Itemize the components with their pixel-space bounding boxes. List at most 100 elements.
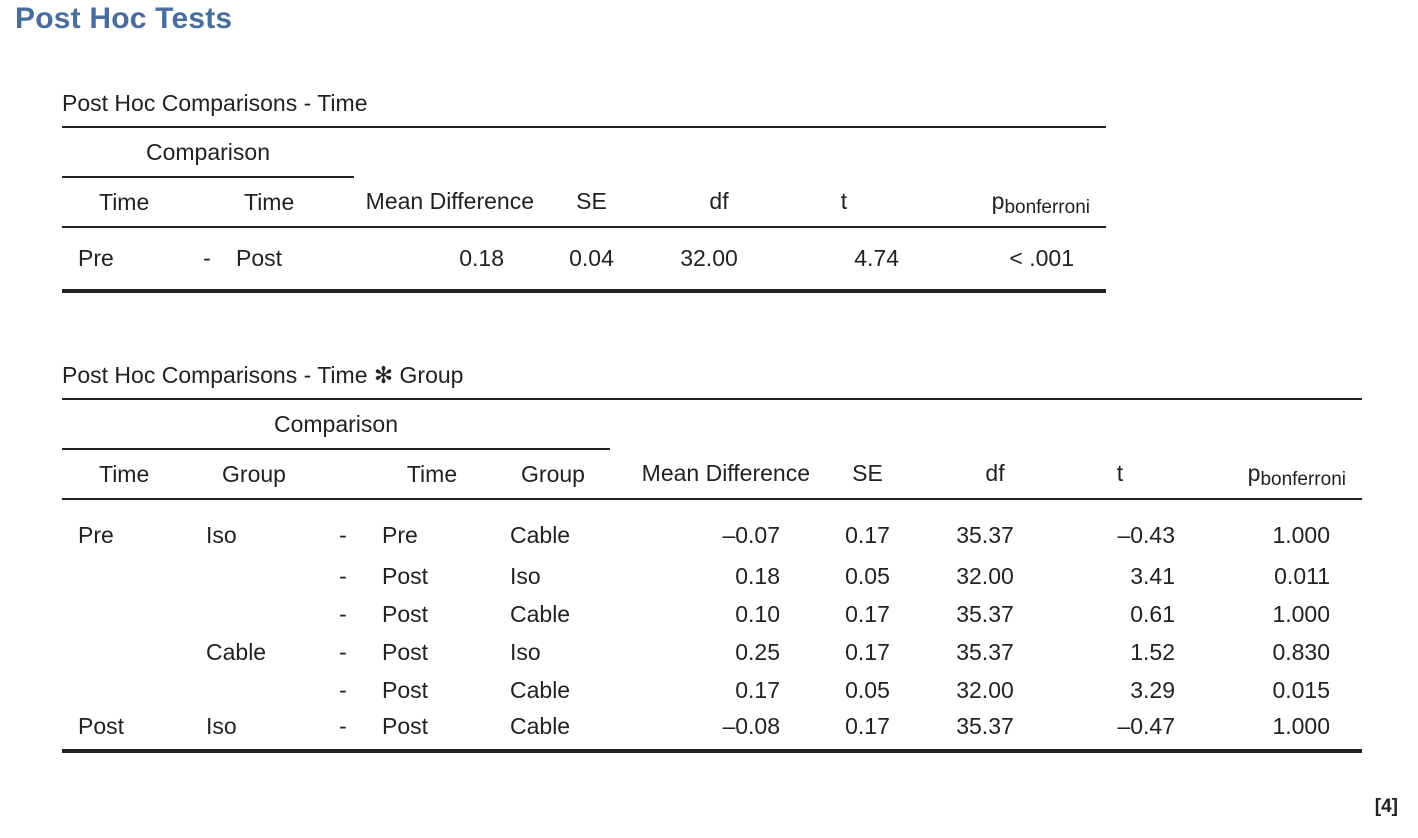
cell-time-b: Post <box>382 712 429 739</box>
comparison-header: Comparison <box>62 127 354 178</box>
cell-df: 35.37 <box>956 522 1014 548</box>
table-row: - Post Cable 0.17 0.05 32.00 3.29 0.015 <box>62 671 1362 709</box>
table-row: Cable - Post Iso 0.25 0.17 35.37 1.52 0.830 <box>62 633 1362 671</box>
column-header-df: df <box>985 460 1005 486</box>
column-header-t: t <box>1116 460 1124 486</box>
cell-se: 0.17 <box>845 522 890 548</box>
cell-group-b: Cable <box>510 600 571 627</box>
cell-group-a <box>190 557 318 595</box>
table-row: - Post Cable 0.10 0.17 35.37 0.61 1.000 <box>62 595 1362 633</box>
cell-mean-difference: 0.25 <box>735 638 780 665</box>
column-header-time-a: Time <box>99 188 150 215</box>
column-header-time-b: Time <box>406 460 458 487</box>
table-row: Pre Iso - Pre Cable –0.07 0.17 35.37 –0.43 1.000 <box>62 499 1362 557</box>
cell-group-b: Cable <box>510 522 571 548</box>
cell-mean-difference: 0.17 <box>735 676 780 703</box>
table-row: - Post Iso 0.18 0.05 32.00 3.41 0.011 <box>62 557 1362 595</box>
cell-p-bonferroni: 0.011 <box>1274 562 1330 589</box>
cell-time-a: Pre <box>78 245 114 271</box>
cell-group-a: Iso <box>206 712 237 739</box>
cell-p-bonferroni: < .001 <box>1009 245 1074 271</box>
cell-mean-difference: 0.18 <box>459 245 504 271</box>
cell-se: 0.17 <box>845 600 890 627</box>
page-title: Post Hoc Tests <box>15 2 233 35</box>
cell-t: –0.43 <box>1117 522 1175 548</box>
cell-time-b: Post <box>382 638 429 665</box>
cell-se: 0.17 <box>845 638 890 665</box>
cell-se: 0.05 <box>845 562 890 589</box>
cell-time-b: Post <box>382 562 429 589</box>
cell-t: –0.47 <box>1117 712 1175 739</box>
cell-p-bonferroni: 0.830 <box>1272 638 1330 665</box>
cell-se: 0.05 <box>845 676 890 703</box>
column-header-se: SE <box>576 188 607 214</box>
cell-time-b: Post <box>382 676 429 703</box>
column-header-group-b: Group <box>521 460 585 487</box>
cell-df: 35.37 <box>956 712 1014 739</box>
cell-separator: - <box>203 245 211 271</box>
column-header-mean-difference: Mean Difference <box>365 188 534 214</box>
column-header-mean-difference: Mean Difference <box>641 460 810 486</box>
column-header-df: df <box>709 188 729 214</box>
table-caption: Post Hoc Comparisons - Time <box>62 90 368 116</box>
cell-group-a <box>190 595 318 633</box>
cell-group-b: Cable <box>510 676 571 703</box>
column-header-p-bonferroni: pbonferroni <box>991 188 1090 218</box>
cell-group-a <box>190 671 318 709</box>
cell-time-a: Pre <box>78 522 114 548</box>
cell-time-a <box>62 633 190 671</box>
table-caption: Post Hoc Comparisons - Time ✻ Group <box>62 362 464 388</box>
cell-df: 32.00 <box>956 676 1014 703</box>
cell-t: 4.74 <box>854 245 899 271</box>
cell-time-a: Post <box>78 712 125 739</box>
cell-df: 35.37 <box>956 600 1014 627</box>
cell-group-b: Cable <box>510 712 571 739</box>
cell-time-a <box>62 557 190 595</box>
column-header-time-b: Time <box>244 188 295 215</box>
cell-group-b: Iso <box>510 638 541 665</box>
cell-group-b: Iso <box>510 562 541 589</box>
posthoc-time-group-table-block: Post Hoc Comparisons - Time ✻ Group Comp… <box>62 362 1362 753</box>
cell-t: 1.52 <box>1130 638 1175 665</box>
cell-group-a: Cable <box>206 638 267 665</box>
column-header-time-a: Time <box>99 460 150 487</box>
cell-separator: - <box>339 712 347 739</box>
cell-separator: - <box>339 600 347 627</box>
comparison-header: Comparison <box>62 399 610 450</box>
cell-df: 35.37 <box>956 638 1014 665</box>
cell-df: 32.00 <box>680 245 738 271</box>
cell-time-b: Post <box>236 245 283 271</box>
cell-p-bonferroni: 1.000 <box>1272 600 1330 627</box>
cell-mean-difference: –0.08 <box>722 712 780 739</box>
cell-se: 0.04 <box>569 245 614 271</box>
cell-time-b: Post <box>382 600 429 627</box>
cell-t: 3.41 <box>1130 562 1175 589</box>
cell-p-bonferroni: 1.000 <box>1272 522 1330 548</box>
cell-p-bonferroni: 1.000 <box>1272 712 1330 739</box>
posthoc-time-table-block: Post Hoc Comparisons - Time Comparison T… <box>62 90 1106 293</box>
footnote-tag: [4] <box>1374 796 1398 817</box>
cell-p-bonferroni: 0.015 <box>1272 676 1330 703</box>
cell-mean-difference: 0.18 <box>735 562 780 589</box>
table-row: Pre - Post 0.18 0.04 32.00 4.74 < .001 <box>62 227 1106 291</box>
table-row: Post Iso - Post Cable –0.08 0.17 35.37 –0.47 1.00… <box>62 709 1362 751</box>
column-header-group-a: Group <box>222 460 286 487</box>
cell-time-a <box>62 595 190 633</box>
cell-mean-difference: –0.07 <box>722 522 780 548</box>
cell-separator: - <box>339 562 347 589</box>
column-header-se: SE <box>852 460 883 486</box>
cell-group-a: Iso <box>206 522 237 548</box>
cell-t: 0.61 <box>1130 600 1175 627</box>
cell-mean-difference: 0.10 <box>735 600 780 627</box>
posthoc-time-group-table: Comparison Time Group Time Group Mean Di… <box>62 398 1362 753</box>
cell-time-b: Pre <box>382 522 418 548</box>
column-header-t: t <box>840 188 848 214</box>
column-header-p-bonferroni: pbonferroni <box>1247 460 1346 490</box>
cell-separator: - <box>339 522 347 548</box>
cell-separator: - <box>339 676 347 703</box>
cell-se: 0.17 <box>845 712 890 739</box>
cell-time-a <box>62 671 190 709</box>
cell-t: 3.29 <box>1130 676 1175 703</box>
cell-separator: - <box>339 638 347 665</box>
cell-df: 32.00 <box>956 562 1014 589</box>
